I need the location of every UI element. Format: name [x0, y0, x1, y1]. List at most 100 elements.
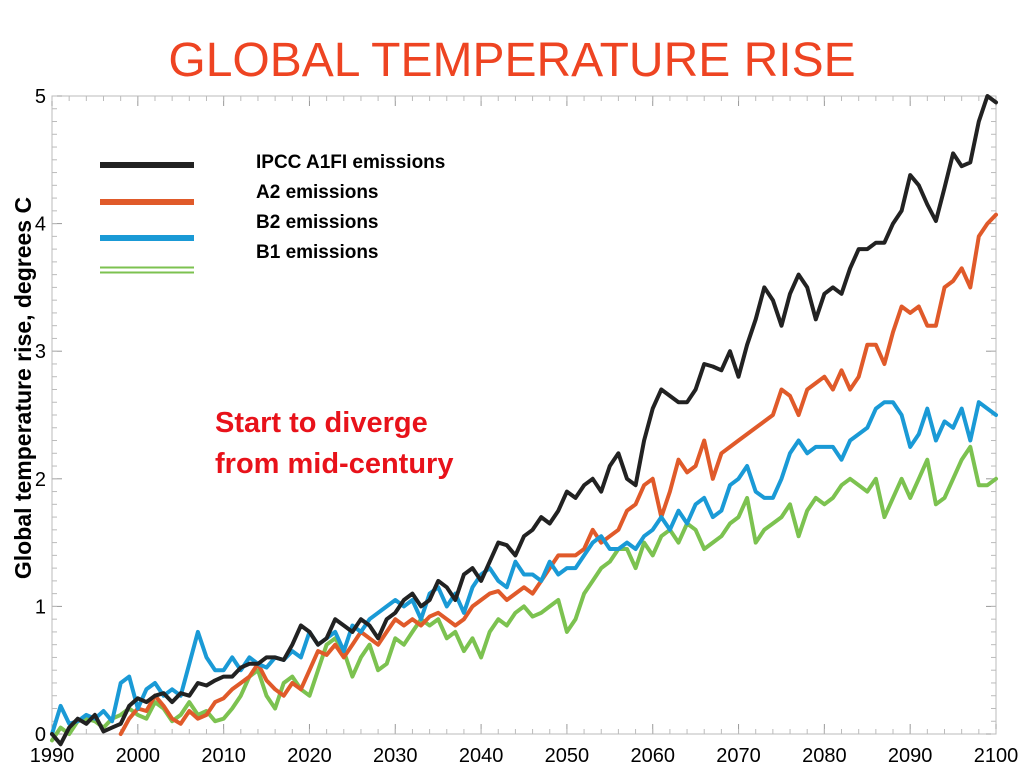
data-point	[376, 643, 380, 647]
data-point	[565, 630, 569, 634]
data-point	[994, 477, 998, 481]
series-b2-emissions	[50, 400, 998, 736]
data-point	[651, 553, 655, 557]
data-point	[925, 407, 929, 411]
data-point	[788, 502, 792, 506]
data-point	[599, 534, 603, 538]
plot-frame	[51, 95, 997, 735]
legend-label: B1 emissions	[256, 242, 379, 263]
data-point	[436, 617, 440, 621]
data-point	[368, 636, 371, 640]
data-point	[848, 477, 852, 481]
data-point	[445, 585, 449, 589]
data-point	[874, 407, 878, 411]
data-point	[857, 483, 861, 487]
data-point	[196, 717, 200, 721]
y-axis-label: Global temperature rise, degrees C	[10, 197, 36, 579]
data-point	[462, 617, 466, 621]
data-point	[977, 483, 981, 487]
data-point	[591, 528, 595, 532]
data-point	[84, 722, 88, 726]
data-point	[385, 617, 389, 621]
series-line-b1-emissions	[50, 444, 998, 743]
data-point	[780, 324, 783, 328]
data-point	[325, 636, 329, 640]
data-point	[925, 458, 929, 462]
data-point	[780, 477, 783, 481]
data-point	[127, 675, 131, 679]
data-point	[797, 273, 801, 277]
data-point	[960, 266, 964, 270]
series-a2-emissions	[118, 212, 998, 736]
data-point	[67, 726, 71, 730]
data-point	[762, 285, 766, 289]
data-point	[333, 630, 337, 634]
data-point	[205, 713, 208, 717]
data-point	[780, 388, 783, 391]
data-point	[882, 362, 886, 366]
data-point	[187, 662, 191, 666]
data-point	[771, 298, 775, 302]
data-point	[308, 668, 311, 672]
data-point	[153, 681, 157, 685]
data-point	[711, 541, 715, 545]
data-point	[977, 400, 981, 404]
data-point	[728, 483, 732, 487]
data-point	[719, 509, 723, 513]
data-point	[453, 624, 457, 627]
data-point	[642, 541, 646, 545]
data-point	[187, 700, 191, 704]
data-point	[548, 604, 552, 608]
data-point	[479, 598, 483, 602]
data-point	[882, 515, 886, 519]
data-point	[153, 700, 157, 704]
data-point	[488, 560, 492, 564]
data-point	[385, 630, 389, 634]
data-point	[136, 713, 140, 717]
data-point	[479, 579, 483, 583]
data-point	[222, 668, 226, 672]
data-point	[840, 458, 843, 462]
data-point	[908, 311, 912, 315]
data-point	[436, 611, 440, 615]
x-tick-label: 2030	[373, 745, 418, 767]
data-point	[857, 247, 861, 251]
y-tick-labels: 0 1 2 3 4 5	[35, 86, 46, 746]
data-point	[754, 490, 758, 494]
data-point	[677, 400, 680, 404]
data-point	[848, 388, 852, 391]
data-point	[213, 678, 217, 682]
data-point	[282, 681, 286, 685]
y-tick-label: 1	[35, 596, 46, 618]
data-point	[350, 675, 354, 679]
data-point	[127, 704, 131, 708]
data-point	[548, 522, 552, 525]
data-point	[102, 709, 105, 713]
data-point	[728, 522, 732, 525]
data-point	[505, 585, 509, 589]
data-point	[702, 362, 706, 366]
data-point	[642, 483, 646, 487]
data-point	[762, 496, 766, 500]
data-point	[273, 655, 277, 659]
data-point	[471, 566, 474, 570]
data-point	[737, 477, 740, 481]
data-point	[522, 534, 526, 538]
data-point	[985, 94, 989, 98]
annotation-line-1: Start to diverge	[215, 407, 428, 439]
x-tick-marks	[51, 96, 997, 734]
data-point	[453, 630, 457, 634]
data-point	[290, 643, 294, 647]
data-point	[865, 247, 869, 251]
data-point	[222, 675, 226, 679]
data-point	[685, 522, 689, 525]
data-point	[402, 604, 406, 608]
data-point	[591, 541, 595, 545]
data-point	[608, 547, 612, 551]
data-point	[290, 649, 294, 653]
data-point	[960, 407, 964, 411]
data-point	[144, 717, 148, 721]
data-point	[187, 709, 191, 713]
data-point	[994, 213, 998, 217]
data-point	[428, 615, 432, 619]
